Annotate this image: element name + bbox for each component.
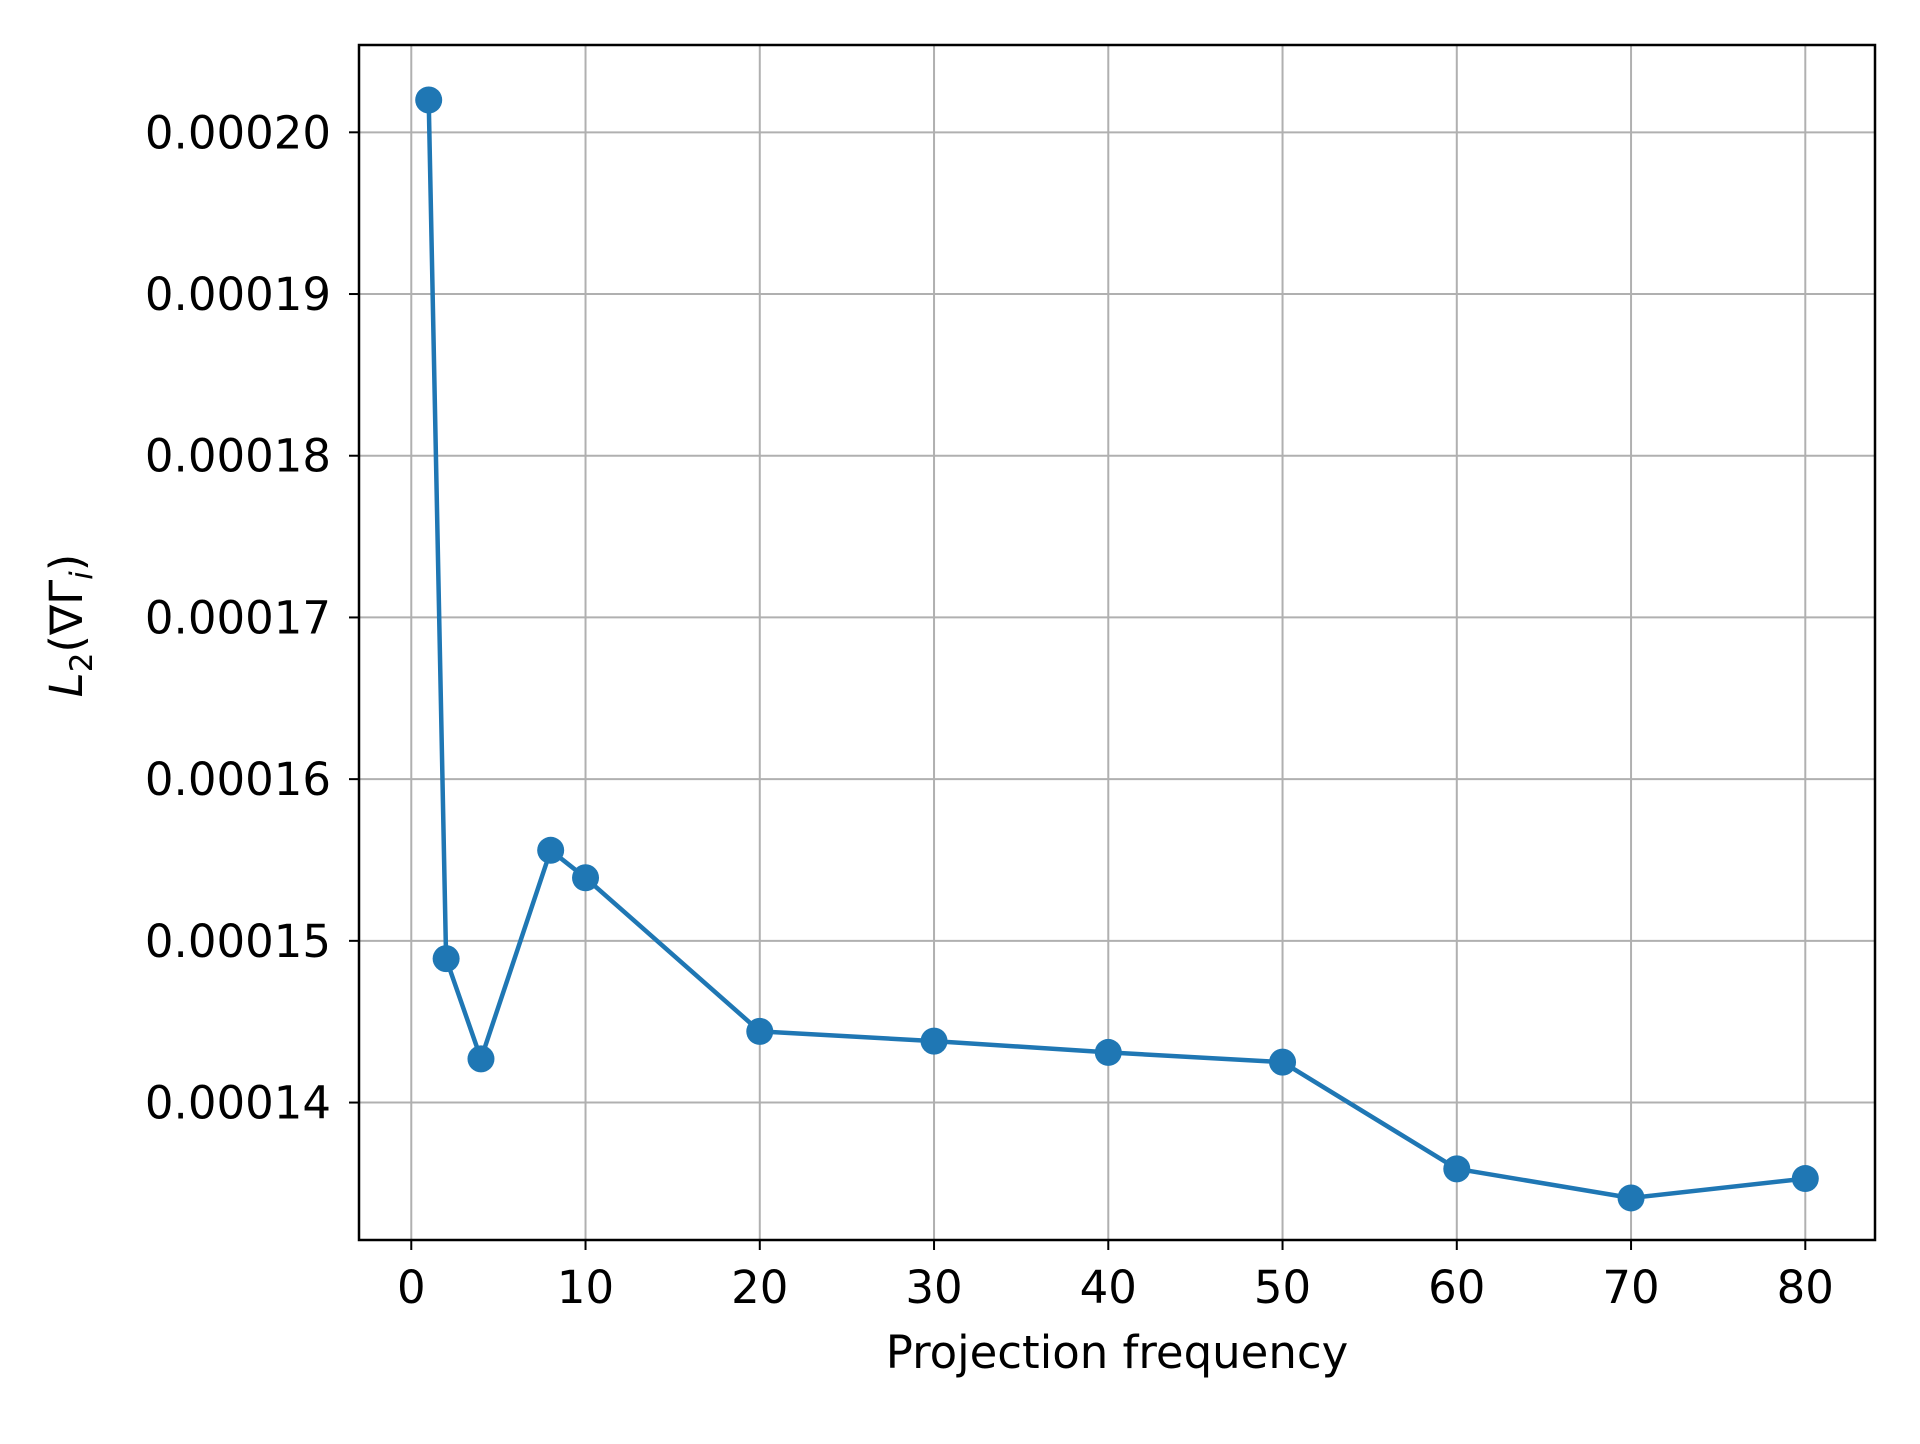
y-tick-label: 0.00018: [145, 430, 331, 483]
y-axis-label: L2(∇Γi): [40, 554, 100, 698]
y-tick-label: 0.00014: [145, 1077, 331, 1130]
series-markers: [415, 86, 1819, 1212]
data-point: [920, 1027, 948, 1055]
series-line-layer: [426, 97, 1808, 1201]
x-tick-label: 10: [557, 1261, 614, 1314]
x-tick-label: 60: [1428, 1261, 1485, 1314]
y-tick-label: 0.00017: [145, 591, 331, 644]
data-point: [1443, 1155, 1471, 1183]
series-line: [426, 97, 1808, 1201]
data-point: [415, 86, 443, 114]
y-axis-label-base: L: [40, 672, 93, 697]
x-tick-label: 30: [905, 1261, 962, 1314]
data-point: [537, 836, 565, 864]
x-tick-label: 80: [1777, 1261, 1834, 1314]
data-point: [1617, 1184, 1645, 1212]
y-tick-label: 0.00015: [145, 915, 331, 968]
data-point: [1791, 1165, 1819, 1193]
y-axis-label-close-paren: ): [40, 554, 93, 572]
data-point: [467, 1045, 495, 1073]
y-axis-label-gamma: Γ: [40, 580, 93, 605]
data-point: [1094, 1038, 1122, 1066]
y-tick-label: 0.00019: [145, 268, 331, 321]
data-point: [432, 945, 460, 973]
data-point: [1269, 1048, 1297, 1076]
y-tick-label: 0.00020: [145, 106, 331, 159]
x-tick-label: 0: [397, 1261, 426, 1314]
x-tick-label: 40: [1080, 1261, 1137, 1314]
x-tick-label: 70: [1602, 1261, 1659, 1314]
x-axis-label: Projection frequency: [886, 1326, 1349, 1379]
y-axis-label-open-paren: (: [40, 635, 93, 653]
data-point: [746, 1017, 774, 1045]
y-axis-label-nabla: ∇: [40, 604, 93, 636]
x-tick-label: 20: [731, 1261, 788, 1314]
y-axis-label-subscript: 2: [64, 653, 100, 673]
grid: [359, 45, 1875, 1240]
plot-frame: [357, 43, 1877, 1242]
y-tick-label: 0.00016: [145, 753, 331, 806]
x-axis-ticks: 0 10 20 30 40 50 60 70 80: [397, 1240, 1834, 1314]
y-axis-label-gamma-subscript: i: [64, 571, 100, 580]
y-axis-ticks: 0.00014 0.00015 0.00016 0.00017 0.00018 0.000…: [145, 106, 359, 1130]
data-point: [572, 864, 600, 892]
x-tick-label: 50: [1254, 1261, 1311, 1314]
